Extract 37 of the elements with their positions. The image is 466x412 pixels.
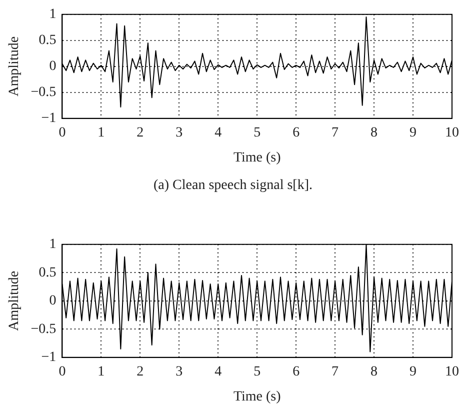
x-tick-label: 3 (176, 125, 183, 140)
x-tick-label: 0 (58, 364, 66, 380)
x-tick-label: 0 (58, 125, 66, 140)
y-tick-label: −1 (41, 350, 56, 366)
x-tick-label: 4 (214, 125, 222, 140)
x-tick-label: 10 (445, 364, 459, 380)
y-axis-title: Amplitude (7, 270, 22, 331)
x-tick-label: 1 (98, 364, 105, 380)
y-tick-label: −0.5 (30, 85, 56, 100)
x-axis-title: Time (s) (233, 389, 282, 404)
y-tick-label: −0.5 (30, 322, 56, 337)
y-tick-label: 0 (49, 294, 56, 309)
x-tick-label: 1 (98, 125, 105, 140)
y-tick-label: 0.5 (38, 265, 56, 280)
x-tick-label: 2 (136, 125, 144, 140)
x-tick-label: 7 (332, 364, 339, 380)
x-tick-label: 5 (254, 364, 261, 380)
x-axis-title: Time (s) (233, 150, 282, 166)
x-tick-label: 5 (254, 125, 261, 140)
x-tick-label: 7 (332, 125, 339, 140)
y-tick-label: 0 (49, 59, 56, 74)
x-tick-label: 9 (410, 364, 417, 380)
x-tick-label: 8 (370, 125, 378, 140)
y-tick-label: 1 (49, 237, 56, 252)
x-tick-label: 10 (445, 125, 459, 140)
x-tick-label: 3 (176, 364, 183, 380)
x-tick-label: 6 (292, 364, 300, 380)
text: (a) Clean speech signal s[k]. (152, 178, 314, 194)
x-tick-label: 8 (370, 364, 378, 380)
x-tick-label: 6 (292, 125, 300, 140)
x-tick-label: 9 (410, 125, 417, 140)
x-tick-label: 2 (136, 364, 144, 380)
y-axis-title: Amplitude (7, 36, 22, 96)
y-tick-label: −1 (41, 111, 56, 126)
y-tick-label: 1 (49, 7, 56, 22)
x-tick-label: 4 (214, 364, 222, 380)
y-tick-label: 0.5 (38, 33, 56, 48)
